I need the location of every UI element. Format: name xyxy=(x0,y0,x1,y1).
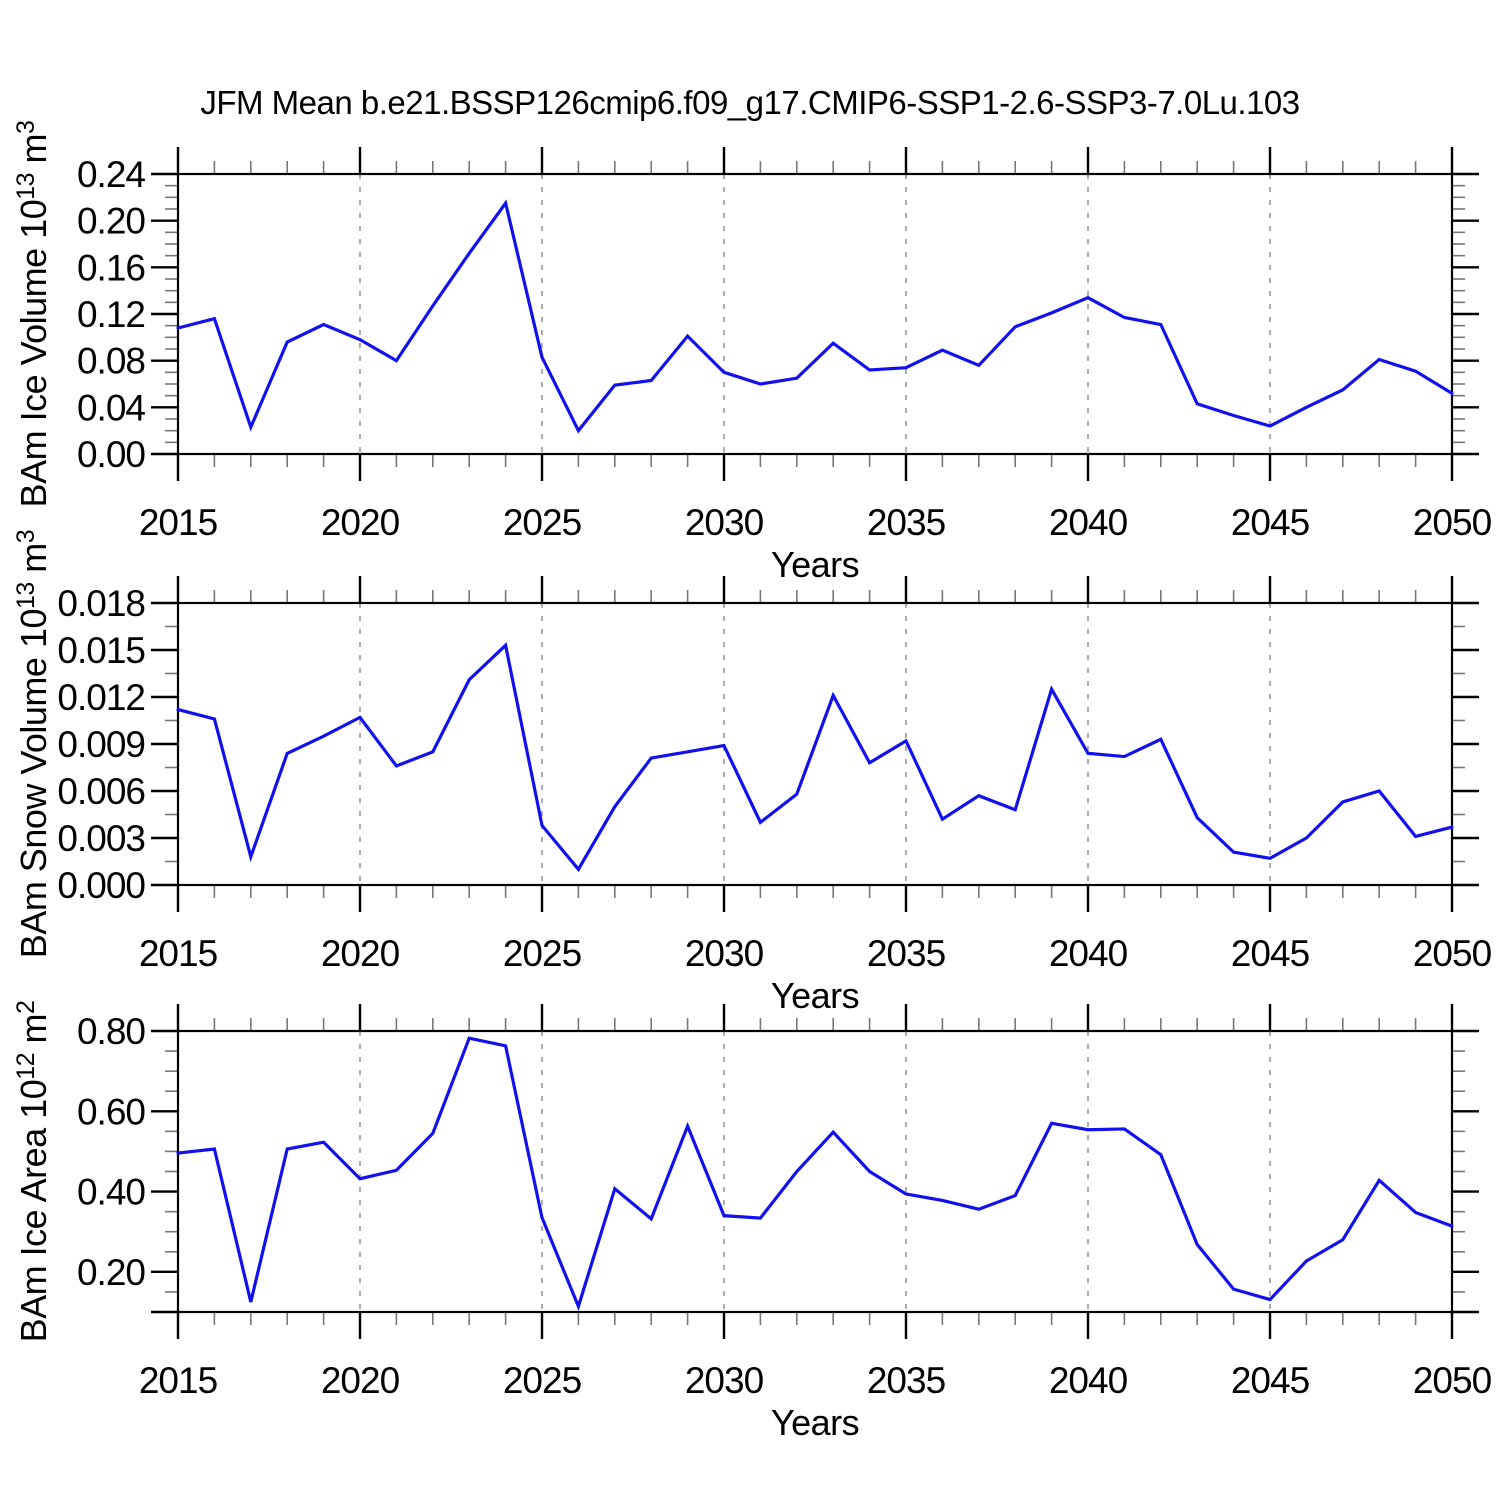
x-tick-label: 2015 xyxy=(139,502,218,543)
x-tick-label: 2040 xyxy=(1049,502,1128,543)
x-tick-label: 2040 xyxy=(1049,1360,1128,1401)
x-tick-label: 2045 xyxy=(1231,502,1310,543)
x-tick-label: 2035 xyxy=(867,933,946,974)
x-axis-title: Years xyxy=(771,1402,859,1443)
x-tick-label: 2025 xyxy=(503,502,582,543)
y-axis-title: BAm Snow Volume 1013 m3 xyxy=(12,530,54,958)
x-tick-label: 2015 xyxy=(139,933,218,974)
y-tick-label: 0.000 xyxy=(57,865,145,906)
y-tick-label: 0.20 xyxy=(77,1252,145,1293)
y-tick-label: 0.006 xyxy=(57,771,145,812)
y-tick-label: 0.018 xyxy=(57,583,145,624)
panel-ice-volume: 0.00 0.04 0.08 0.12 0.16 0.20 0.24 2015 2020 2025… xyxy=(12,121,1493,585)
x-tick-label: 2045 xyxy=(1231,933,1310,974)
plot-frame xyxy=(176,1029,1454,1314)
x-tick-label: 2025 xyxy=(503,933,582,974)
plot-frame xyxy=(176,601,1454,887)
panel-ice-area: 0.20 0.40 0.60 0.80 2015 2020 2025 2030 2035 2040… xyxy=(12,1001,1493,1443)
y-tick-label: 0.00 xyxy=(77,434,145,475)
x-tick-label: 2020 xyxy=(321,1360,400,1401)
y-tick-label: 0.003 xyxy=(57,818,145,859)
x-tick-label: 2050 xyxy=(1413,1360,1492,1401)
y-tick-label: 0.60 xyxy=(77,1091,145,1132)
x-tick-label: 2025 xyxy=(503,1360,582,1401)
y-tick-label: 0.009 xyxy=(57,724,145,765)
x-tick-label: 2030 xyxy=(685,933,764,974)
x-tick-label: 2020 xyxy=(321,502,400,543)
series-snow-volume xyxy=(176,642,1454,873)
y-axis-title: BAm Ice Area 1012 m2 xyxy=(12,1001,54,1343)
x-tick-label: 2050 xyxy=(1413,933,1492,974)
x-tick-label: 2030 xyxy=(685,1360,764,1401)
y-tick-label: 0.20 xyxy=(77,201,145,242)
series-ice-area xyxy=(176,1036,1454,1312)
x-tick-label: 2035 xyxy=(867,502,946,543)
x-tick-label: 2050 xyxy=(1413,502,1492,543)
plot-frame xyxy=(176,172,1454,456)
y-tick-label: 0.16 xyxy=(77,247,145,288)
series-ice-volume xyxy=(176,199,1454,434)
y-tick-label: 0.24 xyxy=(77,154,145,195)
x-axis-title: Years xyxy=(771,975,859,1016)
x-tick-label: 2045 xyxy=(1231,1360,1310,1401)
y-tick-label: 0.015 xyxy=(57,630,145,671)
y-tick-label: 0.80 xyxy=(77,1011,145,1052)
x-axis-title: Years xyxy=(771,544,859,585)
y-tick-label: 0.12 xyxy=(77,294,145,335)
x-tick-label: 2030 xyxy=(685,502,764,543)
chart-title: JFM Mean b.e21.BSSP126cmip6.f09_g17.CMIP… xyxy=(200,84,1300,121)
panel-snow-volume: 0.000 0.003 0.006 0.009 0.012 0.015 0.018 2015 2… xyxy=(12,530,1493,1016)
y-tick-label: 0.04 xyxy=(77,387,145,428)
y-axis-title: BAm Ice Volume 1013 m3 xyxy=(12,121,54,508)
x-tick-label: 2020 xyxy=(321,933,400,974)
y-tick-label: 0.08 xyxy=(77,341,145,382)
x-tick-label: 2015 xyxy=(139,1360,218,1401)
x-tick-label: 2035 xyxy=(867,1360,946,1401)
y-tick-label: 0.40 xyxy=(77,1172,145,1213)
x-tick-label: 2040 xyxy=(1049,933,1128,974)
y-tick-label: 0.012 xyxy=(57,677,145,718)
